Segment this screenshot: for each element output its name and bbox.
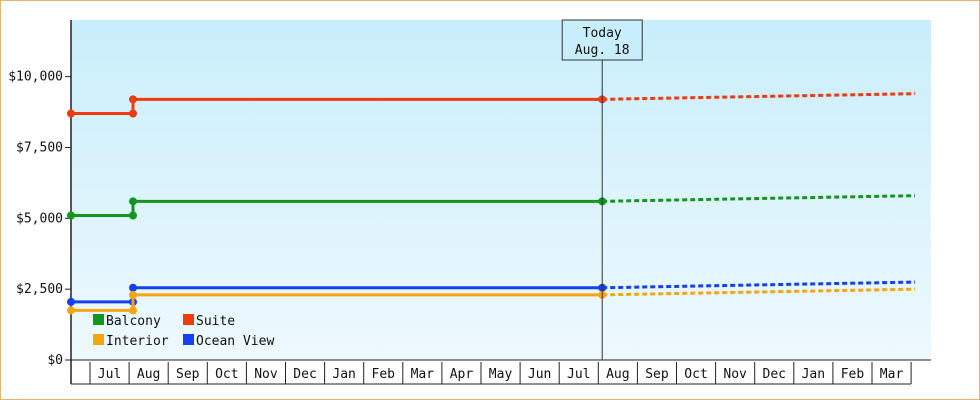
y-axis-ticks: $0 $2,500 $5,000 $7,500 $10,000 [8, 70, 71, 368]
month-label: Jul [98, 367, 121, 382]
forecast-line [602, 92, 916, 101]
month-label: Mar [411, 367, 435, 382]
axes [70, 20, 931, 384]
month-label: Apr [450, 367, 474, 382]
forecast-line [602, 287, 916, 297]
data-point [129, 109, 138, 118]
month-label: Sep [645, 367, 669, 382]
month-label: Jun [528, 367, 551, 382]
month-label: Mar [880, 367, 904, 382]
history-line [71, 199, 603, 217]
data-point [129, 283, 138, 292]
month-label: Feb [372, 367, 396, 382]
today-title: Today [583, 26, 622, 41]
legend-item: Balcony [93, 314, 161, 329]
series-suite [67, 92, 916, 118]
today-date: Aug. 18 [575, 43, 630, 58]
legend-item: Ocean View [183, 334, 274, 349]
data-point [67, 306, 75, 315]
month-label: Oct [684, 367, 707, 382]
month-label: Nov [723, 367, 747, 382]
y-tick-label: $2,500 [16, 282, 63, 297]
y-tick-label: $0 [47, 353, 63, 368]
month-label: Feb [841, 367, 865, 382]
y-tick-label: $5,000 [16, 211, 63, 226]
month-label: Sep [176, 367, 200, 382]
legend-item: Suite [183, 314, 235, 329]
month-label: Dec [763, 367, 786, 382]
data-point [67, 297, 75, 306]
series-balcony [67, 194, 916, 220]
month-label: Aug [606, 367, 629, 382]
data-point [129, 290, 138, 299]
history-line [71, 293, 603, 312]
month-label: Oct [215, 367, 238, 382]
x-axis-months: Jul Aug Sep Oct Nov Dec Jan Feb Mar Apr May Jun Jul A… [71, 362, 912, 385]
data-point [129, 211, 138, 220]
data-point [129, 197, 138, 206]
series-lines [67, 92, 916, 315]
legend-item: Interior [93, 334, 169, 349]
legend-label: Interior [106, 334, 169, 349]
legend-swatch [93, 314, 104, 325]
data-point [67, 211, 75, 220]
month-label: Jul [567, 367, 590, 382]
today-box [561, 19, 643, 61]
legend-label: Balcony [106, 314, 161, 329]
legend: Balcony Suite Interior Ocean View [93, 314, 274, 349]
month-label: Dec [293, 367, 316, 382]
data-point [129, 306, 138, 315]
series-interior [67, 287, 916, 315]
data-point [129, 95, 138, 104]
forecast-line [602, 194, 916, 203]
legend-label: Suite [196, 314, 235, 329]
plot-area [71, 20, 931, 360]
month-label: Jan [802, 367, 825, 382]
legend-swatch [93, 334, 104, 345]
history-line [71, 97, 603, 115]
legend-label: Ocean View [196, 334, 274, 349]
data-point [67, 109, 75, 118]
month-label: Jan [332, 367, 355, 382]
forecast-line [602, 280, 916, 290]
y-tick-label: $10,000 [8, 70, 63, 85]
month-label: Nov [254, 367, 278, 382]
y-tick-label: $7,500 [16, 141, 63, 156]
month-label: May [489, 367, 513, 382]
month-label: Aug [137, 367, 160, 382]
legend-swatch [183, 314, 194, 325]
legend-swatch [183, 334, 194, 345]
today-marker: Today Aug. 18 [561, 19, 643, 360]
